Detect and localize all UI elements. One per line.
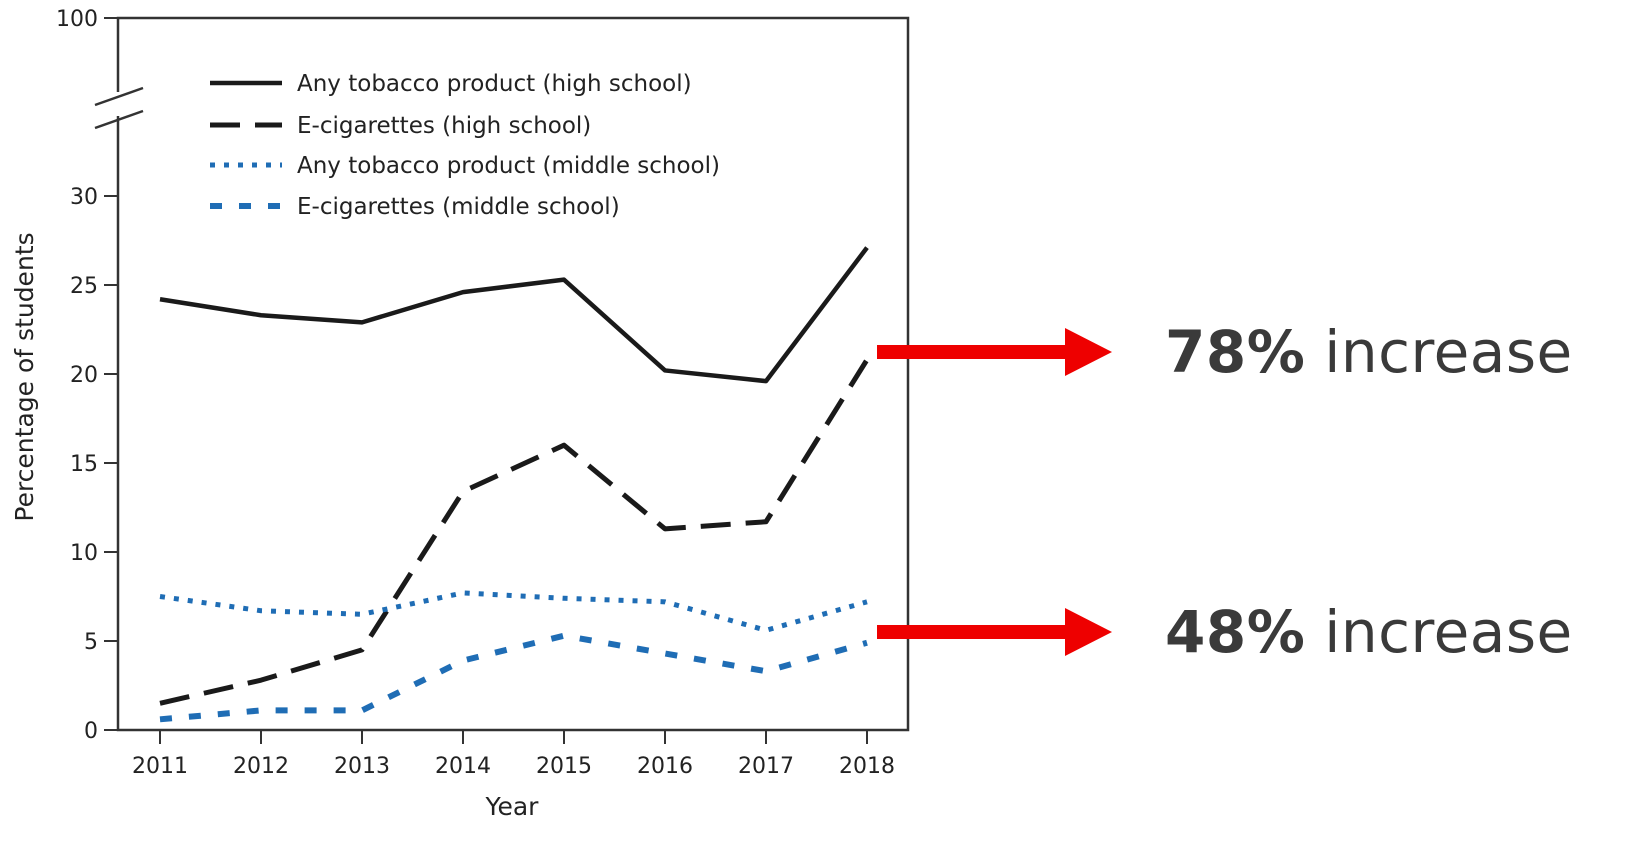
series-4-point-2018	[864, 640, 870, 646]
series-2-point-2014	[460, 488, 466, 494]
callout-ms-increase: 48% increase	[1165, 598, 1573, 666]
series-4-point-2013	[359, 707, 365, 713]
callout-arrow-head-1	[1065, 328, 1112, 376]
x-tick-label-2014: 2014	[435, 754, 491, 779]
callout-hs-value: 78%	[1165, 318, 1306, 386]
series-1-point-2011	[157, 296, 163, 302]
series-4-point-2016	[662, 650, 668, 656]
series-1-point-2014	[460, 289, 466, 295]
callout-arrows	[877, 328, 1112, 656]
callout-arrow-shaft-1	[877, 345, 1072, 359]
axis-break-slash-2	[94, 109, 144, 130]
y-tick-label-30: 30	[70, 185, 98, 210]
legend-label-2: E-cigarettes (high school)	[297, 113, 591, 139]
x-axis-title: Year	[485, 792, 540, 821]
y-tick-label-5: 5	[84, 630, 98, 655]
series-2-point-2018	[864, 357, 870, 363]
callout-ms-value: 48%	[1165, 598, 1306, 666]
series-2-point-2012	[258, 677, 264, 683]
series-4-point-2012	[258, 707, 264, 713]
series-line-1	[159, 246, 869, 384]
series-2-point-2011	[157, 700, 163, 706]
series-1-point-2016	[662, 367, 668, 373]
x-tick-label-2011: 2011	[132, 754, 188, 779]
callout-ms-suffix: increase	[1305, 598, 1573, 666]
callout-arrow-head-2	[1065, 608, 1112, 656]
series-4-point-2015	[561, 633, 567, 639]
series-3-point-2018	[864, 599, 870, 605]
callout-arrow-shaft-2	[877, 625, 1072, 639]
series-4-point-2014	[460, 658, 466, 664]
y-axis-title: Percentage of students	[10, 232, 39, 521]
y-axis-ticks: 0 5 10 15 20 25 30	[70, 185, 118, 744]
series-line-3	[159, 590, 868, 633]
series-2-point-2013	[359, 647, 365, 653]
y-tick-label-10: 10	[70, 541, 98, 566]
series-3-point-2014	[460, 590, 466, 596]
x-axis-ticks: 2011 2012 2013 2014 2015 2016 2017 2018	[132, 730, 895, 779]
series-2-point-2017	[763, 519, 769, 525]
x-tick-label-2018: 2018	[839, 754, 895, 779]
y-tick-label-20: 20	[70, 363, 98, 388]
series-3-point-2013	[359, 611, 365, 617]
series-2-point-2015	[561, 442, 567, 448]
y-tick-label-0: 0	[84, 719, 98, 744]
legend: Any tobacco product (high school) E-cigar…	[210, 71, 720, 220]
series-line-2	[159, 358, 870, 706]
axis-break-slash-1	[94, 86, 144, 107]
y-tick-label-100: 100	[56, 7, 98, 32]
series-4-point-2017	[763, 668, 769, 674]
series-2-point-2016	[662, 526, 668, 532]
series-1-point-2012	[258, 312, 264, 318]
x-tick-label-2015: 2015	[536, 754, 592, 779]
series-3-point-2017	[763, 627, 769, 633]
series-3-point-2012	[258, 608, 264, 614]
series-layer	[157, 245, 870, 723]
series-4-point-2011	[157, 716, 163, 722]
x-tick-label-2017: 2017	[738, 754, 794, 779]
x-tick-label-2016: 2016	[637, 754, 693, 779]
x-tick-label-2012: 2012	[233, 754, 289, 779]
series-3-point-2016	[662, 599, 668, 605]
y-tick-label-15: 15	[70, 452, 98, 477]
callout-hs-increase: 78% increase	[1165, 318, 1573, 386]
series-3-point-2011	[157, 594, 163, 600]
x-tick-label-2013: 2013	[334, 754, 390, 779]
callout-hs-suffix: increase	[1305, 318, 1573, 386]
legend-label-3: Any tobacco product (middle school)	[297, 153, 720, 179]
series-3-point-2015	[561, 595, 567, 601]
legend-label-4: E-cigarettes (middle school)	[297, 194, 620, 220]
series-line-4	[159, 632, 868, 723]
series-1-point-2018	[864, 245, 870, 251]
series-1-point-2015	[561, 277, 567, 283]
y-tick-label-25: 25	[70, 274, 98, 299]
series-1-point-2017	[763, 378, 769, 384]
series-1-point-2013	[359, 319, 365, 325]
legend-label-1: Any tobacco product (high school)	[297, 71, 692, 97]
